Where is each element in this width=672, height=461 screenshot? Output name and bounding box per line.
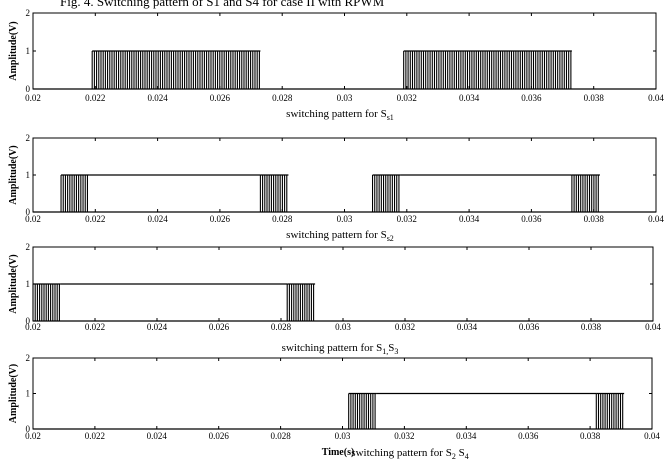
x-tick-label: 0.028 (272, 93, 293, 103)
x-tick-label: 0.038 (581, 322, 602, 332)
x-tick-label: 0.032 (394, 431, 414, 441)
y-axis-label: Amplitude(V) (8, 145, 19, 204)
x-tick-label: 0.024 (147, 322, 168, 332)
x-tick-label: 0.028 (270, 431, 291, 441)
x-tick-label: 0.04 (645, 322, 661, 332)
x-tick-label: 0.036 (521, 93, 542, 103)
signal-trace-2 (33, 174, 656, 213)
x-tick-label: 0.022 (85, 431, 105, 441)
signal-trace-1 (33, 50, 656, 90)
y-tick-label: 0 (26, 84, 31, 94)
x-tick-label: 0.024 (147, 93, 168, 103)
x-tick-label: 0.02 (25, 431, 41, 441)
x-tick-label: 0.024 (147, 214, 168, 224)
x-tick-label: 0.02 (25, 93, 41, 103)
y-tick-label: 1 (26, 389, 31, 399)
x-tick-label: 0.024 (147, 431, 168, 441)
x-tick-label: 0.034 (457, 322, 478, 332)
y-tick-label: 0 (26, 207, 31, 217)
x-tick-label: 0.038 (580, 431, 601, 441)
y-tick-label: 0 (26, 424, 31, 434)
x-tick-label: 0.036 (519, 322, 540, 332)
x-tick-label: 0.026 (210, 93, 231, 103)
x-tick-label: 0.028 (272, 214, 293, 224)
x-tick-label: 0.026 (209, 322, 230, 332)
x-tick-label: 0.02 (25, 214, 41, 224)
y-axis-label: Amplitude(V) (8, 21, 19, 80)
x-tick-label: 0.034 (459, 93, 480, 103)
x-tick-label: 0.032 (397, 93, 417, 103)
x-tick-label: 0.04 (644, 431, 660, 441)
y-tick-label: 1 (26, 46, 31, 56)
x-tick-label: 0.034 (459, 214, 480, 224)
x-tick-label: 0.03 (337, 214, 353, 224)
signal-trace-3 (32, 283, 653, 322)
x-tick-label: 0.032 (397, 214, 417, 224)
signal-trace-4 (33, 392, 652, 430)
x-tick-label: 0.03 (337, 93, 353, 103)
x-tick-label: 0.026 (210, 214, 231, 224)
x-tick-label: 0.028 (271, 322, 292, 332)
x-tick-label: 0.04 (648, 93, 664, 103)
x-tick-label: 0.04 (648, 214, 664, 224)
y-tick-label: 2 (26, 133, 31, 143)
x-tick-label: 0.036 (518, 431, 539, 441)
y-axis-label: Amplitude(V) (8, 254, 19, 313)
y-tick-label: 2 (26, 242, 31, 252)
y-tick-label: 0 (26, 316, 31, 326)
x-tick-label: 0.034 (456, 431, 477, 441)
panel-title: switching pattern for Ss2 (286, 229, 394, 243)
y-tick-label: 2 (26, 353, 31, 363)
x-tick-label: 0.02 (25, 322, 41, 332)
y-tick-label: 1 (26, 170, 31, 180)
panel-title: switching pattern for Ss1 (286, 108, 394, 122)
x-tick-label: 0.022 (85, 93, 105, 103)
y-tick-label: 2 (26, 8, 31, 18)
x-tick-label: 0.032 (395, 322, 415, 332)
x-tick-label: 0.036 (521, 214, 542, 224)
x-tick-label: 0.038 (584, 93, 605, 103)
x-axis-label: Time(s) (322, 447, 355, 458)
x-tick-label: 0.022 (85, 214, 105, 224)
panel-title: switching pattern for S2 S4 (351, 447, 468, 461)
x-tick-label: 0.03 (335, 431, 351, 441)
x-tick-label: 0.038 (584, 214, 605, 224)
figure-caption: Fig. 4. Switching pattern of S1 and S4 f… (60, 0, 385, 9)
x-tick-label: 0.026 (209, 431, 230, 441)
y-axis-label: Amplitude(V) (8, 364, 19, 423)
panel-title: switching pattern for S1,S3 (282, 342, 399, 356)
x-tick-label: 0.022 (85, 322, 105, 332)
x-tick-label: 0.03 (335, 322, 351, 332)
y-tick-label: 1 (26, 279, 31, 289)
